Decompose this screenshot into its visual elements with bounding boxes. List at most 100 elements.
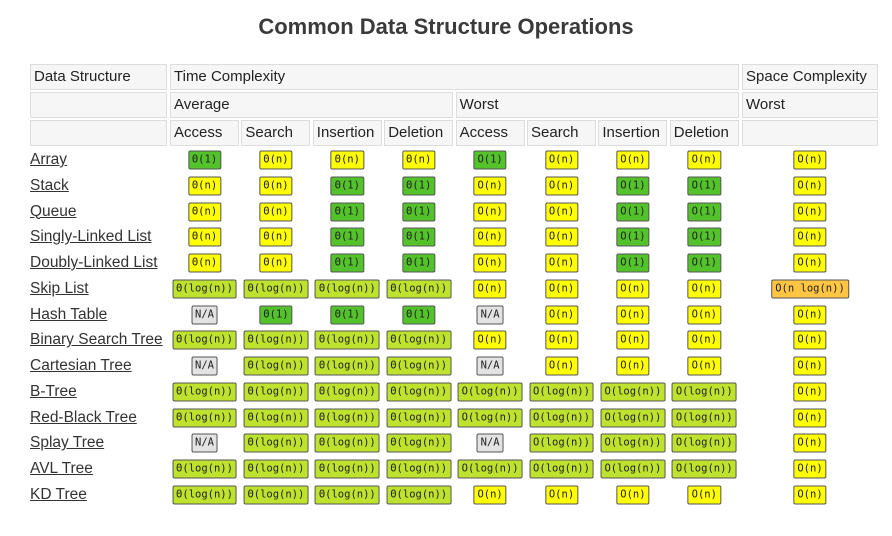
complexity-badge: O(n) (544, 485, 579, 505)
complexity-badge: Θ(log(n)) (386, 433, 452, 453)
header-cell (30, 92, 167, 118)
complexity-badge: Θ(log(n)) (243, 408, 309, 427)
structure-link[interactable]: Cartesian Tree (30, 357, 132, 374)
complexity-badge: O(1) (616, 176, 650, 196)
complexity-badge: O(1) (687, 227, 721, 247)
complexity-badge: O(n) (616, 356, 650, 376)
complexity-badge: O(n) (544, 202, 579, 221)
structure-link[interactable]: KD Tree (30, 485, 87, 503)
complexity-badge: O(n) (544, 356, 579, 376)
complexity-badge: O(n) (544, 150, 579, 170)
complexity-badge: Θ(1) (330, 176, 364, 196)
complexity-badge: Θ(1) (402, 227, 436, 247)
complexity-badge: O(log(n)) (671, 408, 737, 427)
complexity-badge: Θ(log(n)) (386, 382, 452, 402)
complexity-badge: Θ(log(n)) (314, 408, 380, 427)
complexity-badge: Θ(1) (330, 227, 364, 247)
complexity-badge: O(log(n)) (600, 408, 666, 427)
complexity-badge: O(n) (793, 408, 827, 427)
header-cell: Insertion (312, 120, 382, 146)
structure-link[interactable]: Binary Search Tree (30, 331, 163, 349)
header-cell: Data Structure (30, 64, 167, 90)
structure-link[interactable]: AVL Tree (30, 460, 93, 477)
header-cell: Access (170, 120, 239, 146)
complexity-badge: O(1) (616, 202, 650, 221)
complexity-badge: Θ(log(n)) (314, 330, 380, 350)
complexity-badge: Θ(n) (402, 150, 436, 170)
complexity-badge: Θ(log(n)) (172, 408, 237, 427)
complexity-badge: O(n) (793, 305, 827, 324)
complexity-badge: O(n) (473, 330, 507, 350)
header-cell (30, 120, 167, 146)
header-cell (742, 120, 878, 146)
complexity-badge: O(n) (793, 253, 827, 273)
header-cell: Average (170, 92, 454, 118)
complexity-badge: N/A (476, 433, 504, 453)
complexity-badge: Θ(log(n)) (243, 433, 309, 453)
complexity-badge: O(log(n)) (529, 382, 594, 402)
complexity-badge: Θ(log(n)) (243, 382, 309, 402)
complexity-badge: O(n) (473, 485, 507, 505)
complexity-badge: O(n) (544, 279, 579, 299)
complexity-badge: O(n) (616, 330, 650, 350)
structure-link[interactable]: B-Tree (30, 382, 77, 400)
structure-link[interactable]: Hash Table (30, 305, 108, 323)
complexity-badge: Θ(log(n)) (386, 279, 452, 299)
complexity-badge: O(n) (793, 356, 827, 376)
complexity-badge: Θ(log(n)) (314, 459, 380, 479)
complexity-badge: O(n log(n)) (771, 279, 849, 299)
complexity-badge: O(log(n)) (457, 459, 523, 479)
structure-link[interactable]: Queue (30, 202, 77, 220)
header-cell: Deletion (669, 120, 739, 146)
complexity-badge: O(n) (473, 227, 507, 247)
complexity-badge: N/A (476, 356, 504, 376)
complexity-badge: Θ(1) (402, 176, 436, 196)
complexity-badge: O(n) (793, 382, 827, 402)
header-cell: Search (241, 120, 311, 146)
complexity-badge: Θ(log(n)) (172, 485, 237, 505)
complexity-badge: Θ(1) (259, 305, 293, 324)
complexity-badge: Θ(log(n)) (386, 485, 452, 505)
complexity-badge: Θ(n) (259, 150, 293, 170)
complexity-badge: O(n) (544, 305, 579, 324)
complexity-badge: O(n) (544, 227, 579, 247)
structure-link[interactable]: Skip List (30, 279, 89, 297)
structure-link[interactable]: Splay Tree (30, 434, 105, 452)
complexity-badge: O(n) (473, 176, 507, 196)
structure-link[interactable]: Stack (30, 176, 69, 194)
complexity-badge: Θ(log(n)) (172, 279, 237, 299)
structure-link[interactable]: Singly-Linked List (30, 228, 152, 246)
complexity-badge: O(n) (793, 176, 827, 196)
header-cell: Search (527, 120, 596, 146)
complexity-badge: O(1) (687, 176, 721, 196)
complexity-badge: Θ(log(n)) (243, 330, 309, 350)
complexity-badge: O(n) (687, 279, 721, 299)
complexity-badge: Θ(n) (259, 227, 293, 247)
complexity-badge: O(1) (616, 253, 650, 273)
complexity-badge: O(log(n)) (529, 433, 594, 453)
complexity-badge: N/A (191, 356, 218, 376)
complexity-badge: Θ(log(n)) (314, 356, 380, 376)
header-cell: Space Complexity (742, 64, 878, 90)
complexity-badge: O(n) (793, 459, 827, 479)
complexity-badge: Θ(n) (187, 253, 222, 273)
complexity-badge: O(1) (687, 202, 721, 221)
complexity-badge: O(log(n)) (600, 382, 666, 402)
structure-link[interactable]: Doubly-Linked List (30, 254, 158, 271)
complexity-badge: Θ(log(n)) (243, 459, 309, 479)
complexity-badge: Θ(log(n)) (243, 356, 309, 376)
complexity-badge: O(log(n)) (529, 459, 594, 479)
complexity-badge: O(log(n)) (600, 459, 666, 479)
complexity-badge: Θ(1) (402, 202, 436, 221)
complexity-badge: Θ(log(n)) (172, 330, 237, 350)
complexity-badge: Θ(log(n)) (172, 459, 237, 479)
complexity-badge: O(n) (544, 330, 579, 350)
complexity-badge: Θ(log(n)) (314, 279, 380, 299)
structure-link[interactable]: Red-Black Tree (30, 408, 137, 426)
complexity-badge: O(log(n)) (529, 408, 594, 427)
header-cell: Time Complexity (170, 64, 739, 90)
structure-link[interactable]: Array (30, 151, 68, 168)
complexity-badge: O(n) (793, 227, 827, 247)
complexity-badge: O(log(n)) (671, 459, 737, 479)
